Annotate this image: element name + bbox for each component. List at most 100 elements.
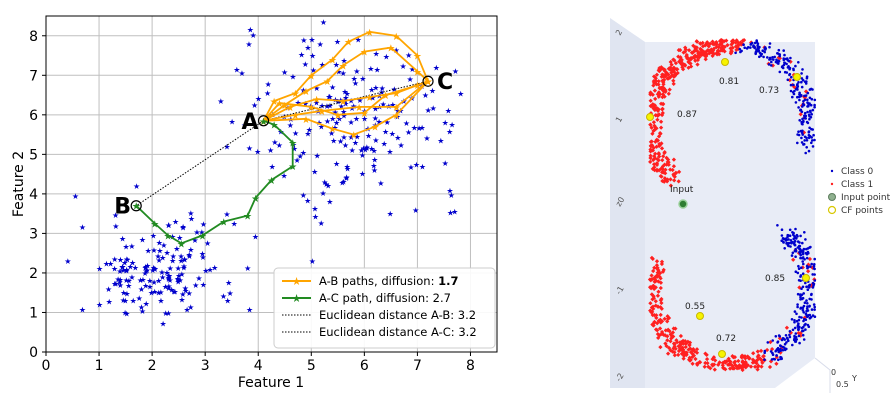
blue-star: ★ — [300, 86, 307, 95]
class-1-point — [658, 344, 663, 350]
class-0-point — [797, 328, 800, 331]
class-0-point — [771, 339, 774, 342]
class-1-point — [654, 82, 659, 87]
class-0-point — [790, 75, 793, 79]
blue-star: ★ — [326, 101, 333, 110]
class-0-point — [807, 113, 811, 117]
a-b-path-marker: ★ — [365, 28, 374, 39]
class-0-point — [813, 308, 816, 311]
blue-star: ★ — [175, 277, 182, 286]
class-0-point — [806, 305, 809, 308]
blue-star: ★ — [188, 214, 195, 223]
blue-star: ★ — [359, 170, 366, 179]
blue-star: ★ — [165, 284, 172, 293]
class-0-point — [811, 128, 814, 131]
blue-star: ★ — [177, 276, 184, 285]
blue-star: ★ — [123, 289, 130, 298]
class-0-point — [798, 95, 802, 98]
blue-star: ★ — [179, 290, 186, 299]
blue-star: ★ — [342, 94, 349, 103]
blue-star: ★ — [368, 144, 375, 153]
class-1-point — [672, 350, 677, 355]
class-0-point — [808, 297, 811, 301]
blue-star: ★ — [130, 297, 137, 306]
class-0-point — [799, 256, 802, 260]
y-axis-label: Feature 2 — [11, 151, 27, 217]
class-1-point — [656, 90, 662, 95]
z-tick-neg2: -2 — [614, 372, 626, 383]
blue-star: ★ — [247, 25, 254, 34]
blue-star: ★ — [241, 121, 248, 130]
a-b-path-marker: ★ — [280, 101, 289, 112]
class-1-point — [758, 348, 764, 354]
blue-star: ★ — [311, 204, 318, 213]
legend-label-ab: A-B paths, diffusion: 1.7 — [319, 274, 458, 288]
class-0-point — [807, 130, 811, 133]
class-0-point — [813, 273, 816, 276]
a-b-path — [262, 80, 429, 122]
a-b-path-marker: ★ — [328, 125, 337, 136]
class-0-point — [802, 103, 805, 107]
blue-star: ★ — [199, 253, 206, 262]
a-c-path-line-marker: ★ — [177, 239, 186, 250]
a-b-path-marker: ★ — [291, 89, 300, 100]
class-0-point — [806, 91, 810, 95]
blue-star: ★ — [367, 64, 374, 73]
blue-star: ★ — [154, 252, 161, 261]
class-1-point — [711, 46, 717, 51]
blue-star: ★ — [224, 296, 231, 305]
a-b-path-marker: ★ — [413, 67, 422, 78]
class-0-point — [805, 75, 809, 78]
blue-star: ★ — [332, 108, 339, 117]
blue-star: ★ — [335, 68, 342, 77]
blue-star: ★ — [157, 297, 164, 306]
blue-star: ★ — [122, 242, 129, 251]
class-0-point — [793, 243, 797, 247]
blue-star: ★ — [339, 179, 346, 188]
class-0-point — [805, 247, 808, 251]
class-0-point — [790, 254, 794, 257]
class-0-point — [806, 265, 810, 269]
class-0-point — [797, 318, 801, 322]
blue-star: ★ — [281, 68, 288, 77]
blue-star: ★ — [350, 102, 357, 111]
blue-star: ★ — [405, 128, 412, 137]
class-1-point — [784, 325, 790, 330]
blue-star: ★ — [289, 73, 296, 82]
blue-star: ★ — [122, 309, 129, 318]
blue-star: ★ — [381, 140, 388, 149]
class-1-point — [728, 46, 733, 51]
x-tick-label: 6 — [360, 358, 369, 374]
class-1-point — [674, 340, 680, 345]
class-1-point — [718, 38, 724, 43]
blue-star: ★ — [128, 242, 135, 251]
class-0-point — [811, 281, 815, 285]
class-0-point — [796, 271, 800, 275]
class-0-point — [793, 310, 797, 313]
blue-star: ★ — [142, 282, 149, 291]
blue-star: ★ — [144, 262, 151, 271]
blue-star: ★ — [389, 100, 396, 109]
y-tick-label: 6 — [29, 108, 38, 124]
blue-star: ★ — [123, 309, 130, 318]
blue-star: ★ — [123, 255, 130, 264]
y-tick-label: 3 — [29, 226, 38, 242]
class-1-point — [711, 51, 717, 56]
class-0-point — [753, 46, 756, 50]
a-b-path-marker: ★ — [344, 38, 353, 49]
class-1-point — [752, 364, 758, 369]
blue-star: ★ — [125, 276, 132, 285]
blue-star: ★ — [180, 222, 187, 231]
class-0-point — [802, 262, 805, 266]
class-0-point — [800, 141, 804, 144]
blue-star: ★ — [320, 18, 327, 27]
class-1-point — [651, 162, 657, 167]
blue-star: ★ — [115, 275, 122, 284]
class-1-point — [694, 39, 700, 44]
blue-star: ★ — [340, 133, 347, 142]
blue-star: ★ — [308, 35, 315, 44]
class-0-point — [804, 151, 807, 155]
blue-star: ★ — [143, 299, 150, 308]
blue-star: ★ — [195, 274, 202, 283]
